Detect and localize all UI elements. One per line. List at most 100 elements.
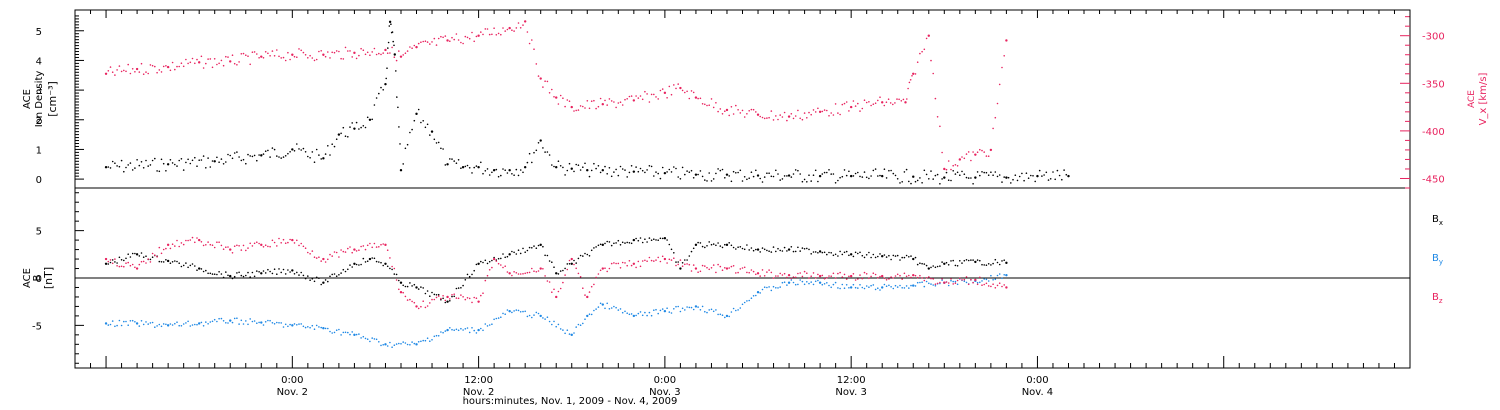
by-series-sample (719, 313, 722, 316)
bx-series-sample (515, 253, 518, 255)
bz-series-sample (712, 264, 715, 266)
bz-series-sample (420, 305, 422, 308)
bz-series-sample (205, 244, 207, 246)
vx-series-sample (719, 108, 722, 110)
bz-series-sample (874, 273, 877, 276)
by-series-sample (857, 287, 859, 289)
density-series-sample (564, 174, 566, 176)
by-series-sample (770, 289, 773, 292)
bx-series-sample (916, 263, 919, 266)
vx-series-sample (619, 101, 622, 103)
density-series-point (388, 20, 392, 24)
density-series-sample (990, 171, 992, 173)
by-series-sample (679, 310, 682, 313)
bz-series-sample (395, 279, 398, 281)
by-series-sample (200, 321, 203, 324)
density-series-sample (1012, 178, 1014, 181)
density-series (104, 20, 1070, 185)
by-series-sample (426, 337, 429, 340)
bx-series-sample (584, 252, 586, 255)
by-series-sample (488, 324, 491, 326)
bx-series-sample (606, 240, 608, 243)
density-series-sample (449, 158, 451, 160)
vx-series-sample (426, 41, 429, 43)
by-series-sample (267, 319, 269, 322)
density-series-sample (610, 175, 613, 178)
by-series-point (322, 327, 325, 330)
density-series-point (974, 176, 977, 179)
density-series-sample (562, 166, 564, 169)
bz-series-sample (794, 276, 797, 279)
density-series-sample (267, 149, 269, 152)
density-series-sample (116, 165, 118, 167)
x-tick-time: 12:00 (464, 375, 493, 386)
bx-series-sample (542, 245, 544, 248)
by-series-point (291, 324, 294, 327)
bx-series-sample (422, 287, 425, 289)
bz-series-sample (996, 284, 999, 287)
bx-series-sample (497, 257, 500, 260)
by-series-sample (205, 321, 207, 323)
by-series-sample (513, 310, 515, 312)
bz-series-point (492, 257, 496, 261)
bx-series-sample (608, 241, 611, 243)
density-series-sample (965, 176, 968, 179)
density-series-sample (402, 163, 405, 165)
by-series-sample (872, 284, 875, 286)
by-series-sample (174, 322, 176, 325)
bx-series-sample (675, 261, 677, 263)
density-series-sample (165, 170, 167, 172)
bx-series-sample (613, 242, 615, 245)
vx-series-sample (934, 97, 937, 100)
bx-series-sample (854, 251, 857, 254)
vx-series-sample (885, 101, 888, 103)
density-series-point (461, 166, 465, 169)
vx-series-sample (289, 58, 291, 61)
density-series-sample (194, 156, 196, 159)
bx-series-sample (196, 269, 198, 272)
vx-series-point (974, 153, 977, 156)
bx-series-sample (901, 256, 903, 259)
density-series-sample (845, 174, 848, 177)
by-series-point (384, 343, 387, 346)
vx-series-sample (355, 57, 358, 60)
bx-series-sample (207, 272, 209, 275)
by-series-point (104, 322, 108, 325)
bx-series-sample (715, 244, 717, 247)
density-series-sample (482, 172, 484, 175)
bz-series-sample (535, 271, 538, 273)
density-series-sample (792, 173, 795, 175)
density-series-sample (296, 143, 298, 145)
bz-series-sample (282, 238, 285, 241)
vx-series-sample (497, 32, 500, 35)
bx-series-sample (211, 273, 214, 275)
by-series-sample (533, 314, 535, 316)
bx-series-sample (775, 250, 777, 253)
bx-series-sample (440, 298, 442, 301)
bz-series-sample (559, 287, 562, 290)
vx-series-sample (398, 50, 400, 52)
by-series-sample (462, 329, 464, 331)
bz-series-sample (595, 276, 597, 279)
bx-series-sample (668, 243, 671, 246)
bz-series-sample (287, 241, 289, 244)
by-series-sample (763, 286, 766, 289)
bx-series-sample (227, 274, 229, 277)
bz-series-sample (945, 281, 948, 283)
by-series-sample (941, 279, 943, 281)
bz-series-sample (648, 256, 651, 259)
bz-series-sample (142, 260, 145, 263)
bx-series-sample (140, 252, 143, 254)
vx-series-sample (202, 67, 205, 69)
density-series-sample (473, 166, 476, 169)
by-series-sample (606, 302, 608, 305)
vx-series-sample (351, 56, 354, 58)
bx-series-sample (466, 273, 469, 276)
density-series-sample (391, 31, 394, 33)
bz-series-sample (990, 285, 992, 288)
vx-series-sample (677, 83, 679, 85)
vx-series-sample (440, 35, 442, 38)
bz-series-sample (240, 249, 243, 251)
bz-series-sample (404, 295, 407, 298)
vx-series-sample (429, 43, 431, 45)
